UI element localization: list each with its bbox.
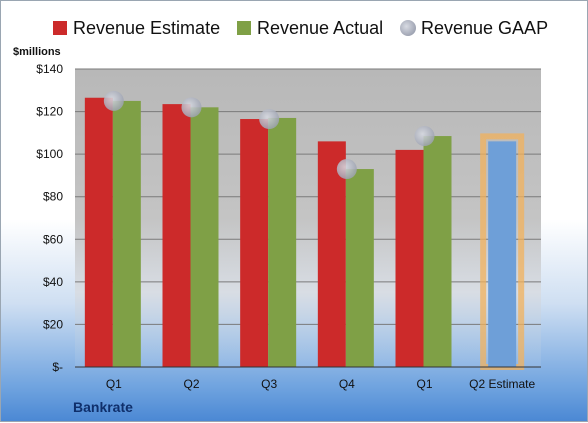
axes: $- $20 $40 $60 $80 $100 $120 $140 Q1 Q2 Q3 Q4 Q1 Q2 E…	[36, 62, 541, 391]
y-unit-label: $millions	[13, 46, 61, 58]
y-tick-label: $140	[36, 62, 63, 76]
y-tick-label: $100	[36, 147, 63, 161]
y-tick-label: $60	[43, 232, 63, 246]
legend-label: Revenue Estimate	[73, 18, 220, 38]
x-tick-label: Q1	[416, 377, 432, 391]
bar-revenue-estimate	[317, 141, 346, 367]
gaap-markers	[103, 90, 435, 180]
legend-label: Revenue Actual	[257, 18, 383, 38]
y-tick-label: $80	[43, 190, 63, 204]
y-tick-label: $120	[36, 105, 63, 119]
x-tick-label: Q2 Estimate	[469, 377, 535, 391]
bar-revenue-actual	[112, 100, 141, 367]
bar-revenue-actual	[423, 136, 452, 367]
x-tick-label: Q4	[339, 377, 355, 391]
bar-revenue-actual	[345, 169, 374, 367]
y-tick-label: $-	[52, 360, 63, 374]
bar-revenue-estimate	[162, 104, 191, 367]
legend-label: Revenue GAAP	[421, 18, 548, 38]
gaap-marker	[181, 97, 202, 118]
bar-revenue-projection	[488, 141, 517, 367]
gaap-marker	[414, 126, 435, 147]
company-name: Bankrate	[73, 399, 133, 415]
gaap-marker	[103, 90, 124, 111]
x-tick-label: Q1	[106, 377, 122, 391]
bar-revenue-estimate	[84, 97, 113, 367]
gaap-marker	[259, 109, 280, 130]
y-tick-label: $40	[43, 275, 63, 289]
legend-swatch	[400, 20, 416, 36]
bar-revenue-actual	[268, 117, 297, 367]
legend-swatch	[237, 21, 251, 35]
bar-revenue-actual	[190, 107, 219, 368]
gaap-marker	[336, 159, 357, 180]
bars	[84, 97, 525, 370]
bar-revenue-estimate	[240, 119, 269, 368]
x-tick-label: Q2	[183, 377, 199, 391]
legend-swatch	[53, 21, 67, 35]
bar-revenue-estimate	[395, 149, 424, 367]
plot-area	[75, 69, 541, 367]
x-tick-label: Q3	[261, 377, 277, 391]
gridlines	[75, 68, 541, 368]
y-tick-label: $20	[43, 317, 63, 331]
legend: Revenue Estimate Revenue Actual Revenue GA…	[53, 18, 548, 38]
